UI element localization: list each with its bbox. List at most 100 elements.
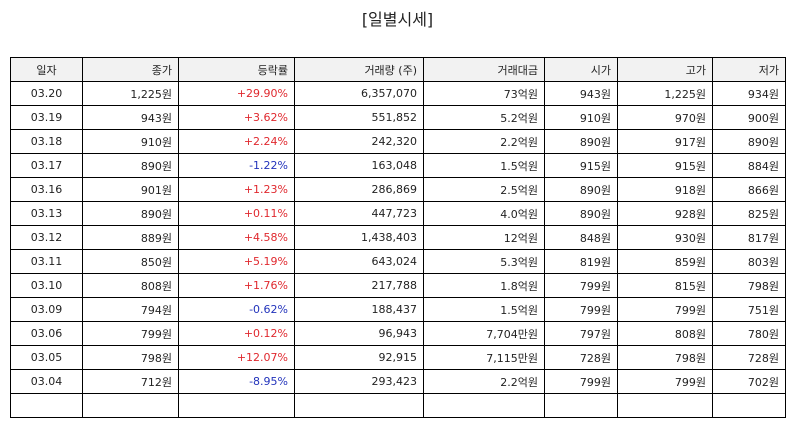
- date-cell: 03.09: [10, 297, 83, 322]
- open-cell: 890원: [544, 201, 618, 226]
- volume-cell: 286,869: [294, 177, 424, 202]
- close-cell: 890원: [82, 201, 179, 226]
- change-cell: +3.62%: [178, 105, 295, 130]
- date-cell: [10, 393, 83, 418]
- volume-cell: 293,423: [294, 369, 424, 394]
- high-cell: 799원: [617, 297, 713, 322]
- low-cell: 702원: [712, 369, 786, 394]
- date-cell: 03.05: [10, 345, 83, 370]
- close-cell: 1,225원: [82, 81, 179, 106]
- amount-cell: 4.0억원: [423, 201, 545, 226]
- open-cell: 799원: [544, 297, 618, 322]
- amount-cell: 12억원: [423, 225, 545, 250]
- table-row: 03.06 799원 +0.12% 96,943 7,704만원 797원 808원 780원: [10, 321, 786, 346]
- volume-cell: 242,320: [294, 129, 424, 154]
- date-cell: 03.12: [10, 225, 83, 250]
- table-header-row: 일자 종가 등락률 거래량 (주) 거래대금 시가 고가 저가: [10, 57, 786, 82]
- low-cell: 798원: [712, 273, 786, 298]
- change-cell: +29.90%: [178, 81, 295, 106]
- close-cell: 794원: [82, 297, 179, 322]
- amount-cell: 5.3억원: [423, 249, 545, 274]
- close-cell: 890원: [82, 153, 179, 178]
- change-cell: +5.19%: [178, 249, 295, 274]
- low-cell: 751원: [712, 297, 786, 322]
- low-cell: [712, 393, 786, 418]
- table-row: 03.11 850원 +5.19% 643,024 5.3억원 819원 859원 803원: [10, 249, 786, 274]
- low-cell: 884원: [712, 153, 786, 178]
- high-cell: 798원: [617, 345, 713, 370]
- amount-cell: 73억원: [423, 81, 545, 106]
- open-cell: 728원: [544, 345, 618, 370]
- table-row: 03.18 910원 +2.24% 242,320 2.2억원 890원 917원 890원: [10, 129, 786, 154]
- volume-cell: 551,852: [294, 105, 424, 130]
- volume-cell: 96,943: [294, 321, 424, 346]
- close-cell: 910원: [82, 129, 179, 154]
- high-cell: 918원: [617, 177, 713, 202]
- date-cell: 03.06: [10, 321, 83, 346]
- open-cell: 910원: [544, 105, 618, 130]
- close-cell: 799원: [82, 321, 179, 346]
- volume-cell: 1,438,403: [294, 225, 424, 250]
- date-cell: 03.16: [10, 177, 83, 202]
- high-cell: 815원: [617, 273, 713, 298]
- high-cell: 917원: [617, 129, 713, 154]
- close-cell: 850원: [82, 249, 179, 274]
- date-cell: 03.10: [10, 273, 83, 298]
- column-header-volume: 거래량 (주): [294, 57, 424, 82]
- open-cell: 890원: [544, 129, 618, 154]
- change-cell: +0.11%: [178, 201, 295, 226]
- high-cell: 1,225원: [617, 81, 713, 106]
- open-cell: 943원: [544, 81, 618, 106]
- table-row: 03.12 889원 +4.58% 1,438,403 12억원 848원 930원 817원: [10, 225, 786, 250]
- amount-cell: 1.8억원: [423, 273, 545, 298]
- date-cell: 03.11: [10, 249, 83, 274]
- high-cell: 928원: [617, 201, 713, 226]
- date-cell: 03.19: [10, 105, 83, 130]
- volume-cell: 163,048: [294, 153, 424, 178]
- change-cell: +4.58%: [178, 225, 295, 250]
- high-cell: 808원: [617, 321, 713, 346]
- table-row: 03.13 890원 +0.11% 447,723 4.0억원 890원 928원 825원: [10, 201, 786, 226]
- volume-cell: [294, 393, 424, 418]
- change-cell: -8.95%: [178, 369, 295, 394]
- high-cell: 799원: [617, 369, 713, 394]
- low-cell: 803원: [712, 249, 786, 274]
- volume-cell: 643,024: [294, 249, 424, 274]
- table-row: 03.09 794원 -0.62% 188,437 1.5억원 799원 799원 751원: [10, 297, 786, 322]
- open-cell: 799원: [544, 369, 618, 394]
- date-cell: 03.13: [10, 201, 83, 226]
- low-cell: 780원: [712, 321, 786, 346]
- close-cell: 943원: [82, 105, 179, 130]
- amount-cell: 7,115만원: [423, 345, 545, 370]
- column-header-open: 시가: [544, 57, 618, 82]
- close-cell: 798원: [82, 345, 179, 370]
- column-header-low: 저가: [712, 57, 786, 82]
- date-cell: 03.18: [10, 129, 83, 154]
- change-cell: +12.07%: [178, 345, 295, 370]
- low-cell: 825원: [712, 201, 786, 226]
- low-cell: 934원: [712, 81, 786, 106]
- high-cell: [617, 393, 713, 418]
- table-row: 03.16 901원 +1.23% 286,869 2.5억원 890원 918원 866원: [10, 177, 786, 202]
- table-row: 03.20 1,225원 +29.90% 6,357,070 73억원 943원 1,225…: [10, 81, 786, 106]
- change-cell: +0.12%: [178, 321, 295, 346]
- close-cell: 712원: [82, 369, 179, 394]
- column-header-change: 등락률: [178, 57, 295, 82]
- change-cell: +1.76%: [178, 273, 295, 298]
- high-cell: 859원: [617, 249, 713, 274]
- amount-cell: 5.2억원: [423, 105, 545, 130]
- table-row: [10, 393, 786, 418]
- table-row: 03.05 798원 +12.07% 92,915 7,115만원 728원 798원 728…: [10, 345, 786, 370]
- table-row: 03.17 890원 -1.22% 163,048 1.5억원 915원 915원 884원: [10, 153, 786, 178]
- open-cell: 915원: [544, 153, 618, 178]
- close-cell: 889원: [82, 225, 179, 250]
- open-cell: 890원: [544, 177, 618, 202]
- amount-cell: 2.5억원: [423, 177, 545, 202]
- change-cell: -1.22%: [178, 153, 295, 178]
- low-cell: 728원: [712, 345, 786, 370]
- volume-cell: 188,437: [294, 297, 424, 322]
- change-cell: -0.62%: [178, 297, 295, 322]
- high-cell: 970원: [617, 105, 713, 130]
- amount-cell: 2.2억원: [423, 129, 545, 154]
- open-cell: [544, 393, 618, 418]
